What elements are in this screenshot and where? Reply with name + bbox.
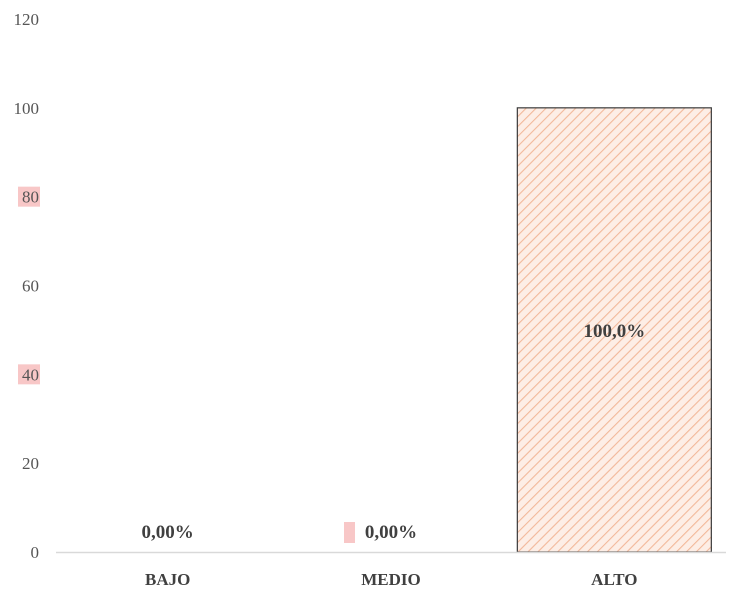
y-tick-label: 60 <box>22 277 39 296</box>
y-tick-label: 20 <box>22 454 39 473</box>
data-labels: 0,00% 0,00% 100,0% <box>142 321 645 543</box>
y-tick-label: 100 <box>14 99 40 118</box>
category-label: BAJO <box>145 570 190 589</box>
y-tick-highlight <box>18 186 40 207</box>
x-axis: BAJO MEDIO ALTO <box>145 570 637 589</box>
data-label: 0,00% <box>142 522 194 543</box>
category-label: MEDIO <box>361 570 421 589</box>
y-tick-label: 0 <box>31 543 40 562</box>
y-tick-highlight <box>18 364 40 385</box>
data-label: 100,0% <box>583 321 645 342</box>
data-label: 0,00% <box>365 522 417 543</box>
y-axis: 0 20 40 60 80 100 120 <box>14 10 40 562</box>
category-label: ALTO <box>591 570 637 589</box>
y-tick-label: 80 <box>22 188 39 207</box>
data-label-highlight <box>344 522 355 543</box>
y-tick-label: 120 <box>14 10 40 29</box>
y-tick-label: 40 <box>22 365 39 384</box>
bar-alto <box>516 107 712 553</box>
bars <box>516 107 712 553</box>
